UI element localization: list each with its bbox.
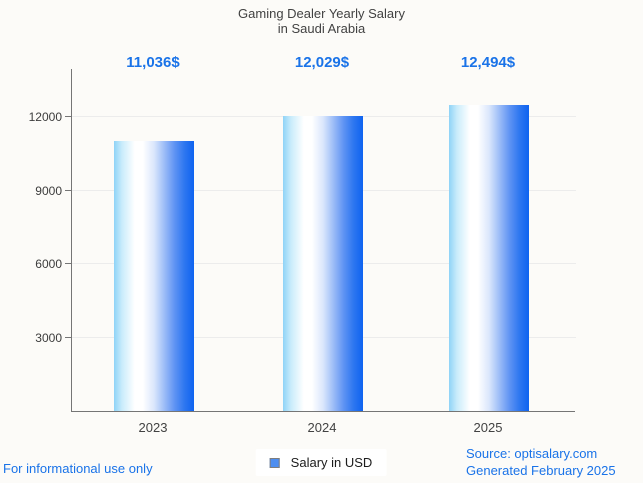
bar-value-label-2023: 11,036$: [126, 54, 180, 71]
legend-square-icon: [269, 457, 280, 468]
x-axis-label-2024: 2024: [307, 420, 337, 435]
bar-2024: [283, 116, 363, 411]
generated-text: Generated February 2025: [466, 463, 616, 478]
y-axis-label-9000: 9000: [35, 184, 62, 198]
y-tick-mark-12000: [65, 116, 71, 117]
bar-2025: [449, 105, 529, 411]
source-text: Source: optisalary.com: [466, 446, 598, 461]
y-axis-label-3000: 3000: [35, 331, 62, 345]
y-axis-label-6000: 6000: [35, 257, 62, 271]
plot-area: 3000 6000 9000 12000: [29, 69, 576, 412]
y-tick-mark-3000: [65, 337, 71, 338]
disclaimer-text: For informational use only: [3, 461, 153, 476]
y-axis-label-12000: 12000: [28, 110, 62, 124]
bar-value-label-2024: 12,029$: [294, 54, 350, 71]
y-tick-mark-6000: [65, 263, 71, 264]
bar-2023: [114, 141, 194, 411]
chart-title-line2: in Saudi Arabia: [277, 21, 366, 36]
bar-value-label-2025: 12,494$: [460, 54, 516, 71]
source-block: Source: optisalary.com Generated Februar…: [466, 445, 616, 479]
legend: Salary in USD: [255, 449, 387, 476]
chart-title: Gaming Dealer Yearly Salary in Saudi Ara…: [0, 6, 643, 36]
x-axis-label-2025: 2025: [473, 420, 503, 435]
chart-title-line1: Gaming Dealer Yearly Salary: [238, 6, 405, 21]
x-axis-label-2023: 2023: [138, 420, 168, 435]
legend-label: Salary in USD: [290, 455, 373, 470]
y-tick-mark-9000: [65, 190, 71, 191]
